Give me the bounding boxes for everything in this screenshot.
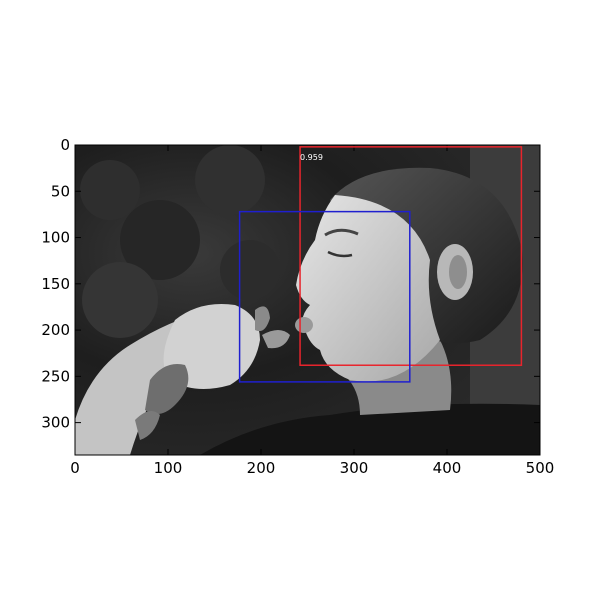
blue-detection-box <box>238 210 411 383</box>
x-axis: 0 100 200 300 400 500 <box>70 145 554 477</box>
red-detection-box <box>299 146 523 366</box>
y-tick-label: 0 <box>60 136 70 154</box>
x-tick-label: 400 <box>433 459 462 477</box>
axes-frame <box>74 144 541 456</box>
x-tick-label: 200 <box>247 459 276 477</box>
y-tick-label: 250 <box>41 367 70 385</box>
x-tick-label: 0 <box>70 459 80 477</box>
detection-boxes: 0.959 <box>238 146 523 383</box>
x-tick-label: 100 <box>154 459 183 477</box>
y-tick-label: 300 <box>41 414 70 432</box>
y-tick-label: 150 <box>41 275 70 293</box>
y-tick-label: 100 <box>41 229 70 247</box>
y-tick-label: 200 <box>41 321 70 339</box>
y-tick-label: 50 <box>51 182 70 200</box>
photo-image <box>75 145 540 455</box>
x-tick-label: 300 <box>340 459 369 477</box>
y-axis: 0 50 100 150 200 250 300 <box>41 136 540 432</box>
x-tick-label: 500 <box>526 459 555 477</box>
detection-score-label: 0.959 <box>300 153 323 162</box>
